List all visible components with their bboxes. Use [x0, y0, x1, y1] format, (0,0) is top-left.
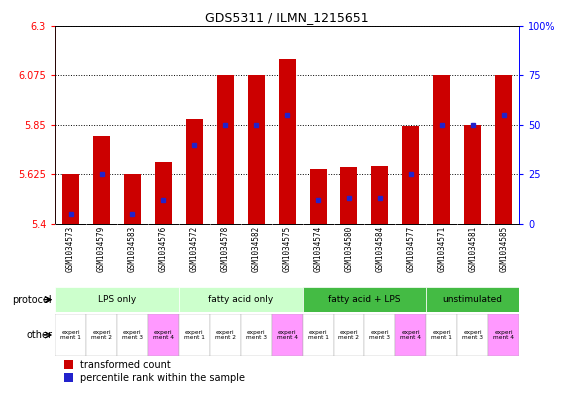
Text: GSM1034581: GSM1034581 [468, 226, 477, 272]
Text: experi
ment 4: experi ment 4 [153, 330, 174, 340]
Text: percentile rank within the sample: percentile rank within the sample [79, 373, 245, 382]
Bar [278, 59, 296, 224]
Text: transformed count: transformed count [79, 360, 171, 370]
Bar [396, 314, 426, 356]
Bar [93, 136, 110, 224]
Bar [179, 287, 303, 312]
Text: experi
ment 1: experi ment 1 [60, 330, 81, 340]
Text: experi
ment 4: experi ment 4 [493, 330, 514, 340]
Text: unstimulated: unstimulated [443, 295, 503, 304]
Bar [303, 287, 426, 312]
Text: experi
ment 1: experi ment 1 [307, 330, 328, 340]
Text: experi
ment 2: experi ment 2 [215, 330, 235, 340]
Title: GDS5311 / ILMN_1215651: GDS5311 / ILMN_1215651 [205, 11, 369, 24]
Bar [64, 373, 72, 382]
Bar [124, 174, 141, 224]
Text: GSM1034578: GSM1034578 [221, 226, 230, 272]
Text: GSM1034576: GSM1034576 [159, 226, 168, 272]
Bar [426, 314, 457, 356]
Text: experi
ment 2: experi ment 2 [339, 330, 360, 340]
Bar [371, 165, 389, 224]
Text: experi
ment 1: experi ment 1 [432, 330, 452, 340]
Bar [303, 314, 333, 356]
Text: GSM1034575: GSM1034575 [282, 226, 292, 272]
Bar [248, 75, 264, 224]
Text: fatty acid only: fatty acid only [208, 295, 273, 304]
Bar [464, 125, 481, 224]
Bar [55, 314, 86, 356]
Text: LPS only: LPS only [98, 295, 136, 304]
Text: GSM1034571: GSM1034571 [437, 226, 446, 272]
Bar [334, 314, 364, 356]
Text: GSM1034572: GSM1034572 [190, 226, 199, 272]
Bar [310, 169, 327, 224]
Bar [155, 162, 172, 224]
Text: GSM1034579: GSM1034579 [97, 226, 106, 272]
Bar [210, 314, 241, 356]
Bar [340, 167, 357, 224]
Text: GSM1034582: GSM1034582 [252, 226, 260, 272]
Text: protocol: protocol [13, 295, 52, 305]
Bar [364, 314, 396, 356]
Bar [55, 287, 179, 312]
Text: experi
ment 4: experi ment 4 [400, 330, 421, 340]
Text: experi
ment 3: experi ment 3 [246, 330, 267, 340]
Bar [64, 360, 72, 369]
Text: experi
ment 4: experi ment 4 [277, 330, 298, 340]
Bar [217, 75, 234, 224]
Text: fatty acid + LPS: fatty acid + LPS [328, 295, 401, 304]
Text: GSM1034577: GSM1034577 [407, 226, 415, 272]
Text: GSM1034573: GSM1034573 [66, 226, 75, 272]
Bar [62, 174, 79, 224]
Text: experi
ment 3: experi ment 3 [369, 330, 390, 340]
Bar [148, 314, 179, 356]
Text: GSM1034580: GSM1034580 [345, 226, 353, 272]
Bar [457, 314, 488, 356]
Bar [186, 119, 203, 224]
Bar [426, 287, 519, 312]
Text: other: other [26, 330, 52, 340]
Text: GSM1034585: GSM1034585 [499, 226, 508, 272]
Bar [495, 75, 512, 224]
Bar [271, 314, 303, 356]
Bar [117, 314, 148, 356]
Bar [179, 314, 210, 356]
Bar [433, 75, 450, 224]
Text: experi
ment 2: experi ment 2 [91, 330, 112, 340]
Text: GSM1034583: GSM1034583 [128, 226, 137, 272]
Text: GSM1034584: GSM1034584 [375, 226, 385, 272]
Text: GSM1034574: GSM1034574 [314, 226, 322, 272]
Text: experi
ment 1: experi ment 1 [184, 330, 205, 340]
Bar [86, 314, 117, 356]
Text: experi
ment 3: experi ment 3 [462, 330, 483, 340]
Bar [403, 126, 419, 224]
Bar [488, 314, 519, 356]
Bar [241, 314, 271, 356]
Text: experi
ment 3: experi ment 3 [122, 330, 143, 340]
